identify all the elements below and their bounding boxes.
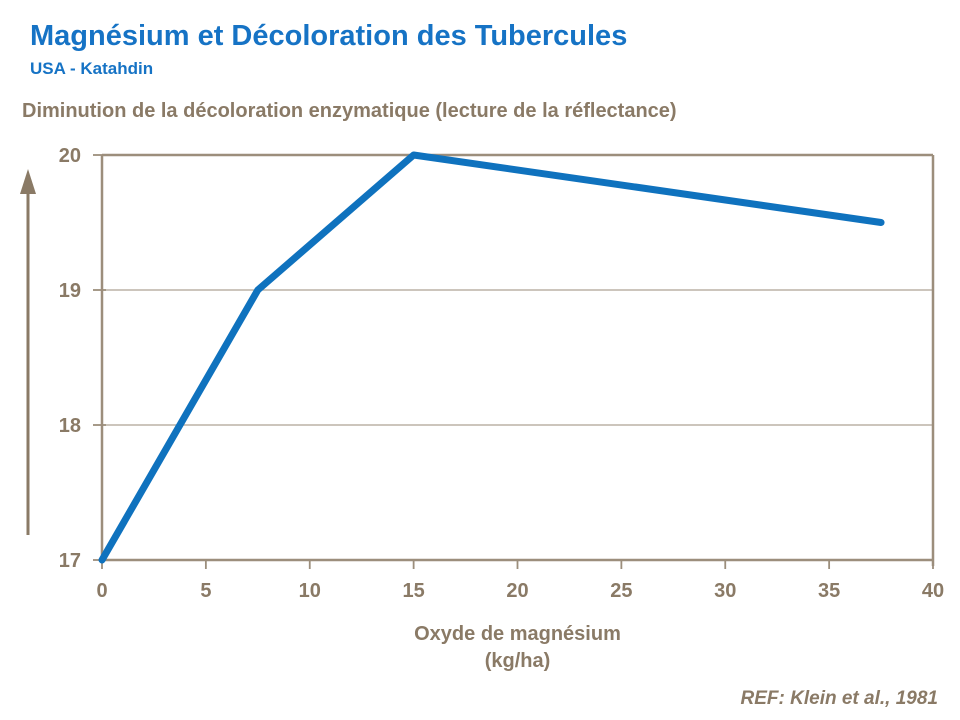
x-tick-label-30: 30 xyxy=(714,580,736,602)
chart-heading: Diminution de la décoloration enzymatiqu… xyxy=(22,100,677,122)
x-tick-label-40: 40 xyxy=(922,580,944,602)
x-axis-title-line2: (kg/ha) xyxy=(484,650,551,672)
y-tick-label-18: 18 xyxy=(59,415,81,437)
x-tick-label-10: 10 xyxy=(299,580,321,602)
x-tick-label-15: 15 xyxy=(403,580,425,602)
y-tick-label-20: 20 xyxy=(59,145,81,167)
x-tick-label-25: 25 xyxy=(610,580,632,602)
up-arrow-head xyxy=(20,169,36,194)
x-tick-label-0: 0 xyxy=(96,580,107,602)
y-axis-up-arrow-icon xyxy=(20,169,36,535)
x-tick-label-5: 5 xyxy=(200,580,211,602)
x-tick-label-20: 20 xyxy=(506,580,528,602)
gridlines xyxy=(102,289,933,426)
axis-box xyxy=(100,153,935,566)
x-axis-title: Oxyde de magnésium (kg/ha) xyxy=(102,621,933,675)
x-axis-title-line1: Oxyde de magnésium xyxy=(414,623,621,645)
page-title: Magnésium et Décoloration des Tubercules xyxy=(30,20,628,52)
x-tick-label-35: 35 xyxy=(818,580,840,602)
reference-citation: REF: Klein et al., 1981 xyxy=(740,688,938,709)
x-axis-ticks: 0 5 10 15 20 25 30 35 40 xyxy=(96,560,944,602)
y-tick-label-19: 19 xyxy=(59,280,81,302)
page-subtitle: USA - Katahdin xyxy=(30,59,154,78)
y-axis-ticks: 17 18 19 20 xyxy=(59,145,106,572)
data-line-series xyxy=(98,151,885,564)
y-tick-label-17: 17 xyxy=(59,550,81,572)
